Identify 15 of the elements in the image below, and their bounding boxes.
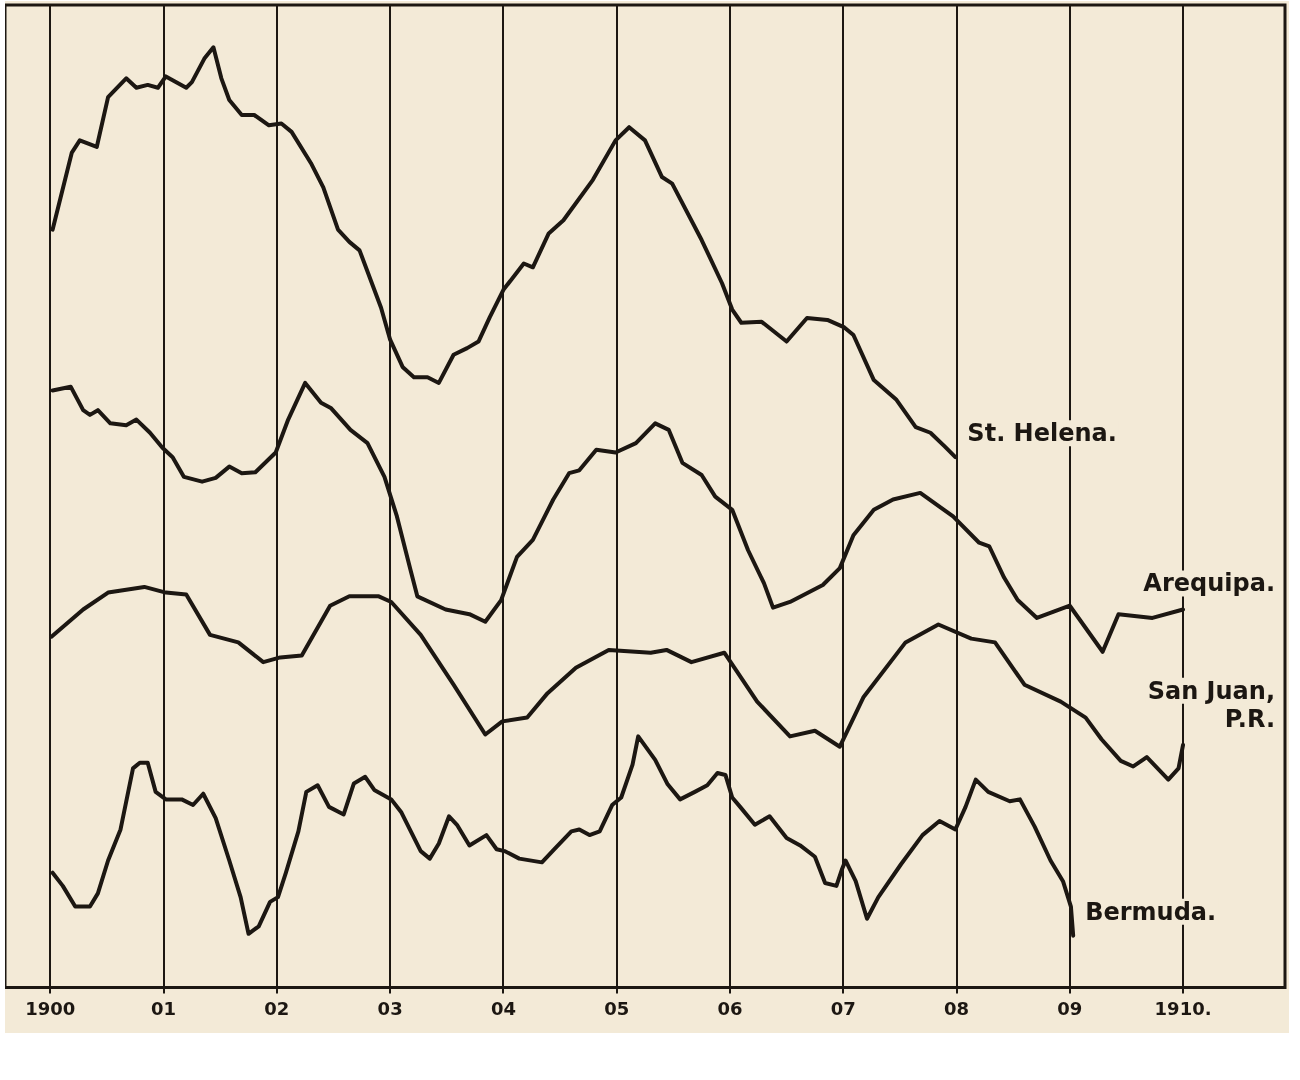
series-label: Arequipa. — [1143, 569, 1275, 598]
x-tick-label: 02 — [264, 997, 290, 1019]
series-label: St. Helena. — [967, 419, 1117, 448]
x-tick-label: 07 — [830, 997, 856, 1019]
x-tick-label: 1900 — [25, 997, 76, 1019]
x-tick-label: 04 — [490, 997, 516, 1019]
x-tick-label: 06 — [717, 997, 743, 1019]
x-tick-label: 05 — [604, 997, 630, 1019]
series-label: San Juan, P.R. — [1147, 676, 1276, 733]
x-tick-label: 1910. — [1154, 997, 1212, 1019]
x-tick-label: 09 — [1057, 997, 1083, 1019]
x-tick-label: 01 — [151, 997, 177, 1019]
x-tick-label: 08 — [943, 997, 970, 1019]
x-tick-label: 03 — [377, 997, 403, 1019]
series-label: Bermuda. — [1085, 897, 1217, 926]
